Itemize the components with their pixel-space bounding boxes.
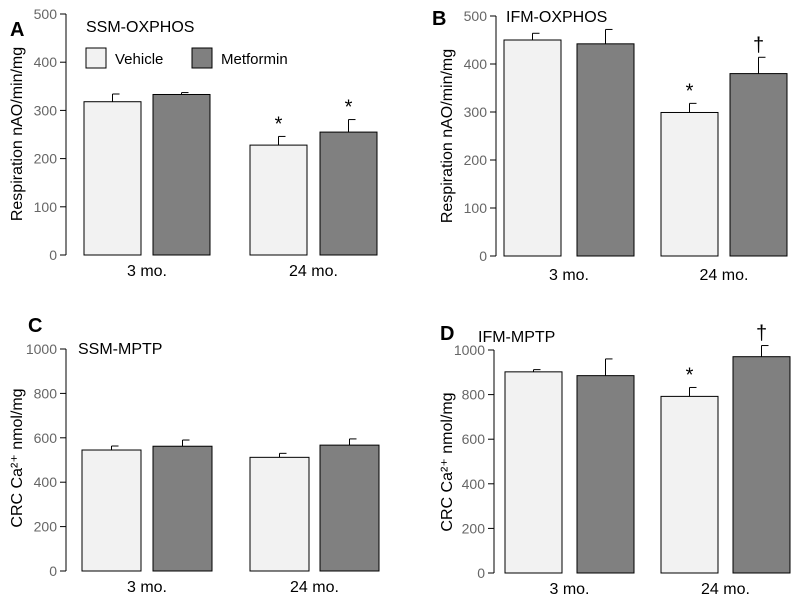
legend-swatch-vehicle: [85, 47, 107, 69]
panel-a: A SSM-OXPHOS Respiration nAO/min/mg Vehi…: [9, 6, 378, 280]
y-tick-label: 300: [464, 104, 488, 120]
bar-vehicle-1: [504, 371, 563, 574]
bar-vehicle-1: [81, 449, 142, 572]
y-axis-label: Respiration nAO/min/mg: [9, 47, 26, 221]
y-tick-label: 100: [464, 200, 488, 216]
y-tick-label: 1000: [26, 341, 57, 357]
significance-marker: *: [686, 364, 694, 386]
y-tick-label: 500: [34, 6, 58, 22]
y-tick-label: 400: [34, 54, 58, 70]
panel-letter: A: [10, 19, 24, 41]
bar-vehicle-2: [660, 111, 719, 257]
bar-vehicle-2: [249, 456, 310, 572]
y-tick-label: 0: [477, 565, 485, 581]
y-tick-label: 800: [34, 385, 58, 401]
panel-b: B IFM-OXPHOS Respiration nAO/min/mg 0 100…: [432, 8, 788, 284]
bar-metformin-2: [729, 73, 788, 257]
x-category-label: 24 mo.: [701, 581, 750, 598]
y-tick-label: 300: [34, 102, 58, 118]
bar-metformin-1: [152, 93, 211, 256]
legend-label-vehicle: Vehicle: [115, 51, 163, 68]
significance-marker: *: [275, 113, 283, 135]
significance-marker: *: [345, 97, 353, 119]
y-tick-label: 1000: [454, 342, 485, 358]
panel-d: D IFM-MPTP CRC Ca²⁺ nmol/mg 0 200 400 600 80…: [439, 323, 791, 598]
y-tick-label: 600: [34, 430, 58, 446]
bar-vehicle-2: [660, 395, 719, 574]
bar-metformin-1: [576, 43, 635, 257]
panel-title: IFM-MPTP: [478, 329, 555, 346]
panel-title: IFM-OXPHOS: [506, 9, 607, 26]
panel-title: SSM-OXPHOS: [86, 19, 194, 36]
plot-area: 0 200 400 600 800 1000 3 mo. * † 24 mo.: [454, 323, 791, 598]
bar-metformin-1: [576, 375, 635, 574]
y-tick-label: 500: [464, 8, 488, 24]
y-tick-label: 800: [462, 387, 486, 403]
y-tick-label: 200: [34, 519, 58, 535]
bar-metformin-1: [152, 445, 213, 572]
y-tick-label: 200: [462, 520, 486, 536]
y-tick-label: 400: [462, 476, 486, 492]
y-tick-label: 200: [464, 152, 488, 168]
y-tick-label: 600: [462, 431, 486, 447]
x-category-label: 24 mo.: [290, 579, 339, 596]
bar-metformin-2: [319, 131, 378, 256]
x-category-label: 3 mo.: [549, 581, 589, 598]
bar-vehicle-1: [83, 101, 142, 256]
x-category-label: 24 mo.: [289, 263, 338, 280]
bar-vehicle-2: [249, 144, 308, 256]
x-category-label: 24 mo.: [700, 267, 749, 284]
significance-marker: †: [756, 323, 767, 345]
plot-area: 0 100 200 300 400 500 3 mo. * † 24 mo.: [464, 8, 788, 284]
panel-letter: D: [440, 323, 454, 345]
x-category-label: 3 mo.: [127, 579, 167, 596]
legend-label-metformin: Metformin: [221, 51, 288, 68]
legend: Vehicle Metformin: [85, 47, 288, 69]
significance-marker: †: [753, 34, 764, 56]
panel-letter: C: [28, 315, 42, 337]
plot-area: 0 100 200 300 400 500 3 mo. * * 24 mo.: [34, 6, 378, 280]
y-axis-label: Respiration nAO/min/mg: [439, 49, 456, 223]
bar-metformin-2: [732, 356, 791, 574]
y-tick-label: 0: [49, 247, 57, 263]
y-tick-label: 400: [464, 56, 488, 72]
panel-letter: B: [432, 8, 446, 30]
panel-c: C SSM-MPTP CRC Ca²⁺ nmol/mg 0 200 400 600 80…: [9, 315, 380, 596]
plot-area: 0 200 400 600 800 1000 3 mo. 24 mo.: [26, 341, 380, 596]
y-tick-label: 100: [34, 199, 58, 215]
bar-vehicle-1: [503, 39, 562, 257]
y-tick-label: 200: [34, 151, 58, 167]
panel-title: SSM-MPTP: [78, 341, 162, 358]
significance-marker: *: [686, 80, 694, 102]
y-tick-label: 0: [479, 248, 487, 264]
legend-swatch-metformin: [191, 47, 213, 69]
x-category-label: 3 mo.: [127, 263, 167, 280]
y-axis-label: CRC Ca²⁺ nmol/mg: [439, 392, 456, 531]
y-tick-label: 400: [34, 474, 58, 490]
y-tick-label: 0: [49, 563, 57, 579]
x-category-label: 3 mo.: [549, 267, 589, 284]
y-axis-label: CRC Ca²⁺ nmol/mg: [9, 388, 26, 527]
bar-metformin-2: [319, 444, 380, 572]
